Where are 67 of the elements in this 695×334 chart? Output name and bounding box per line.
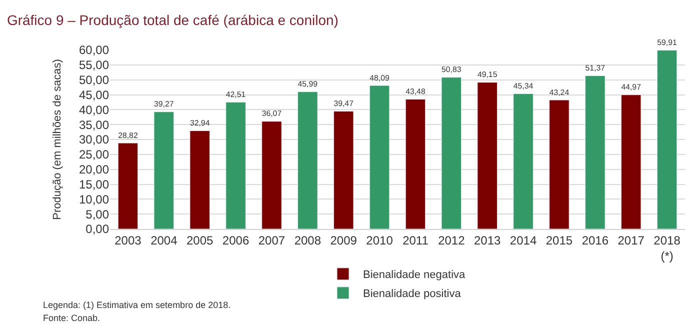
data-label: 43,48 <box>406 87 426 96</box>
x-tick-label: 2009 <box>330 233 358 248</box>
data-label: 42,51 <box>226 90 246 100</box>
bar <box>226 102 246 229</box>
data-label: 48,09 <box>370 73 390 82</box>
x-tick-label: 2011 <box>402 233 429 248</box>
chart-title: Gráfico 9 – Produção total de café (arábica e conilon) <box>6 12 338 28</box>
x-tick-label: 2007 <box>258 233 286 248</box>
y-tick-label: 25,00 <box>78 148 110 162</box>
y-tick-label: 5,00 <box>86 207 110 222</box>
x-tick-label: 2008 <box>294 233 322 248</box>
data-label: 51,37 <box>585 64 606 73</box>
data-label: 45,34 <box>513 82 534 91</box>
bar <box>477 82 498 229</box>
bar <box>513 93 534 229</box>
y-tick-label: 45,00 <box>78 88 110 102</box>
source-note: Fonte: Conab. <box>43 313 100 323</box>
x-tick-label: 2005 <box>186 233 214 248</box>
x-tick-label: 2014 <box>510 233 537 248</box>
bar <box>620 94 642 229</box>
data-label: 39,47 <box>334 99 354 108</box>
y-tick-label: 10,00 <box>78 192 110 206</box>
y-tick-label: 55,00 <box>78 58 110 72</box>
y-tick-label: 0,00 <box>86 222 110 236</box>
data-label: 43,24 <box>549 88 570 97</box>
x-tick-label: 2010 <box>366 233 394 248</box>
data-label: 59,91 <box>657 38 677 48</box>
x-tick-label: 2013 <box>474 233 502 248</box>
bar <box>585 76 606 229</box>
y-tick-label: 15,00 <box>78 177 110 192</box>
x-tick-label: 2012 <box>438 233 466 248</box>
bar <box>154 112 174 229</box>
data-label: 50,83 <box>442 65 462 74</box>
legend-label: Bienalidade negativa <box>363 269 466 282</box>
y-tick-label: 50,00 <box>78 73 110 88</box>
legend-label: Bienalidade positiva <box>363 288 462 300</box>
y-tick-label: 20,00 <box>78 162 110 177</box>
data-label: 45,99 <box>298 80 318 89</box>
y-tick-label: 30,00 <box>78 132 110 147</box>
data-label: 39,27 <box>154 100 174 109</box>
y-tick-label: 40,00 <box>78 102 110 117</box>
bar <box>549 100 570 229</box>
bar <box>441 77 462 229</box>
bar <box>118 142 138 229</box>
x-tick-label: 2006 <box>222 233 250 248</box>
bar <box>656 50 678 229</box>
data-label: 32,94 <box>190 118 210 128</box>
x-tick-label: 2015 <box>546 233 573 248</box>
y-tick-label: 60,00 <box>78 43 110 58</box>
data-label: 28,82 <box>118 130 138 140</box>
bar <box>369 85 390 229</box>
bar <box>298 92 318 229</box>
y-tick-label: 35,00 <box>78 118 110 132</box>
bar <box>333 111 354 229</box>
x-tick-label: 2018 (*) <box>654 233 681 263</box>
bar <box>262 121 282 229</box>
data-label: 44,97 <box>621 82 641 92</box>
x-tick-label: 2004 <box>150 233 178 248</box>
data-label: 36,07 <box>262 109 282 118</box>
x-tick-label: 2016 <box>582 233 609 248</box>
y-axis-title: Produção (em milhões de sacas) <box>52 59 64 220</box>
data-label: 49,15 <box>477 70 498 80</box>
bar <box>190 130 210 229</box>
bar <box>405 99 426 229</box>
x-tick-label: 2017 <box>618 233 645 248</box>
x-tick-label: 2003 <box>114 233 142 248</box>
text: Legenda: (1) Estimativa em setembro de 2018. <box>43 300 231 310</box>
